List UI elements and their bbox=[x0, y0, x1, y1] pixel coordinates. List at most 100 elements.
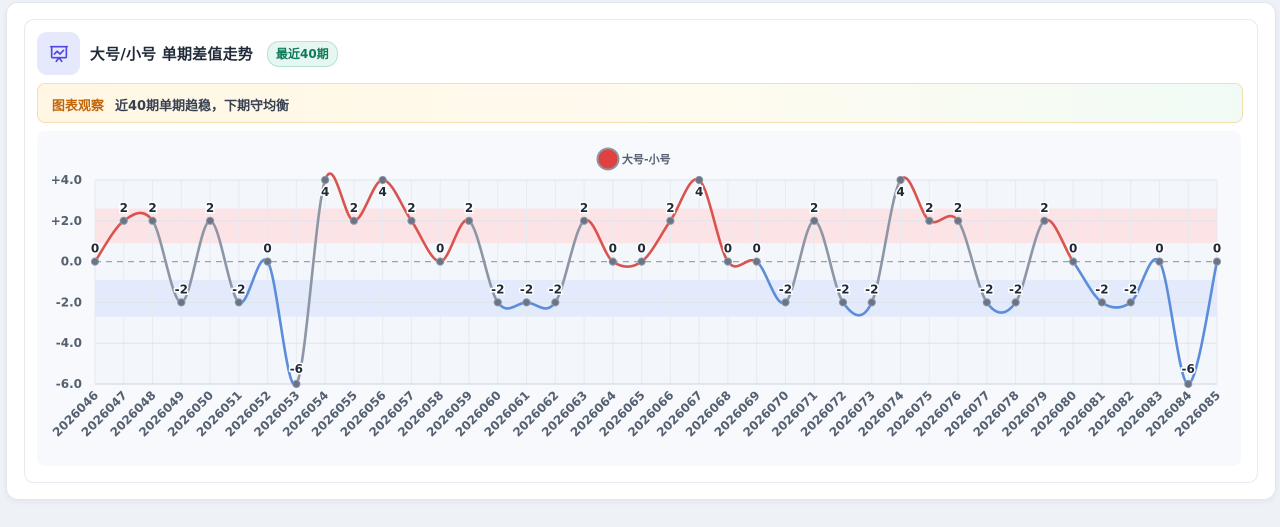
data-point bbox=[436, 257, 445, 266]
data-point bbox=[723, 257, 733, 266]
data-label: 4 bbox=[695, 185, 703, 199]
data-point bbox=[177, 298, 186, 307]
data-point bbox=[953, 216, 963, 225]
data-point bbox=[925, 216, 934, 225]
chart-area: +4.0 +2.0 0.0 -2.0 -4.0 -6.0 大号-小号 0 2 2 -2 2 -2 0 -6 4… bbox=[37, 131, 1241, 466]
data-label: 2 bbox=[350, 201, 358, 215]
series-line-segment bbox=[180, 219, 212, 304]
data-label: 2 bbox=[954, 201, 962, 215]
legend-marker bbox=[596, 147, 620, 171]
insight-banner: 图表观察 近40期单期趋稳，下期守均衡 bbox=[37, 83, 1243, 123]
data-point bbox=[810, 216, 819, 225]
period-badge: 最近40期 bbox=[267, 41, 338, 67]
data-point bbox=[349, 216, 359, 225]
data-label: 0 bbox=[1155, 242, 1163, 256]
data-label: 0 bbox=[753, 242, 761, 256]
data-label: 2 bbox=[120, 201, 128, 215]
data-label: -2 bbox=[980, 282, 993, 296]
presentation-chart-icon bbox=[37, 32, 80, 75]
data-label: -2 bbox=[520, 282, 533, 296]
data-label: 0 bbox=[724, 242, 732, 256]
data-point bbox=[666, 216, 675, 225]
y-tick-label: 0.0 bbox=[61, 255, 82, 269]
data-label: -2 bbox=[1009, 282, 1022, 296]
series-line-segment bbox=[697, 178, 730, 263]
data-label: 0 bbox=[637, 242, 645, 256]
series-line-segment bbox=[870, 178, 902, 304]
data-point bbox=[407, 216, 416, 225]
data-label: -6 bbox=[290, 362, 303, 376]
data-point bbox=[896, 175, 905, 185]
y-tick-label: -4.0 bbox=[56, 336, 82, 350]
y-tick-label: +2.0 bbox=[51, 214, 82, 228]
insight-text: 近40期单期趋稳，下期守均衡 bbox=[115, 99, 290, 114]
data-label: 0 bbox=[91, 242, 99, 256]
series-line-segment bbox=[956, 219, 989, 304]
data-point bbox=[378, 175, 387, 185]
page-title: 大号/小号 单期差值走势 bbox=[90, 45, 254, 63]
data-label: 4 bbox=[896, 185, 904, 199]
data-point bbox=[752, 257, 761, 266]
data-label: 2 bbox=[465, 201, 473, 215]
data-point bbox=[867, 298, 876, 307]
data-point bbox=[1011, 298, 1020, 307]
data-point bbox=[205, 216, 215, 225]
data-label: -2 bbox=[232, 282, 245, 296]
data-point bbox=[1126, 298, 1135, 307]
data-point bbox=[695, 175, 704, 185]
data-point bbox=[1184, 379, 1193, 389]
data-label: 2 bbox=[925, 201, 933, 215]
y-tick-label: +4.0 bbox=[51, 173, 82, 187]
data-point bbox=[579, 216, 589, 225]
data-point bbox=[1155, 257, 1164, 266]
band-0 bbox=[95, 208, 1217, 244]
data-label: 0 bbox=[609, 242, 617, 256]
data-point bbox=[522, 298, 531, 307]
data-point bbox=[148, 216, 157, 225]
y-tick-label: -6.0 bbox=[56, 377, 82, 391]
series-line-segment bbox=[1158, 260, 1190, 386]
data-label: -6 bbox=[1182, 362, 1195, 376]
series-line-segment bbox=[554, 219, 586, 304]
data-point bbox=[637, 257, 646, 266]
data-label: -2 bbox=[1095, 282, 1108, 296]
data-label: 0 bbox=[1213, 242, 1221, 256]
data-point bbox=[90, 257, 100, 266]
series-line-segment bbox=[1014, 219, 1046, 304]
data-label: -2 bbox=[175, 282, 188, 296]
series-line-segment bbox=[295, 178, 327, 386]
data-point bbox=[234, 298, 243, 307]
data-point bbox=[493, 298, 502, 307]
data-label: 2 bbox=[407, 201, 415, 215]
data-label: -2 bbox=[491, 282, 504, 296]
data-point bbox=[1097, 298, 1107, 307]
data-label: -2 bbox=[865, 282, 878, 296]
data-label: 4 bbox=[379, 185, 387, 199]
data-point bbox=[263, 257, 272, 266]
data-point bbox=[1069, 257, 1078, 266]
series-line-segment bbox=[1186, 260, 1219, 386]
data-point bbox=[838, 298, 848, 307]
trend-chart: +4.0 +2.0 0.0 -2.0 -4.0 -6.0 大号-小号 0 2 2 -2 2 -2 0 -6 4… bbox=[50, 147, 1223, 439]
data-point bbox=[1212, 257, 1222, 266]
data-point bbox=[464, 216, 474, 225]
data-label: 2 bbox=[148, 201, 156, 215]
data-label: 2 bbox=[810, 201, 818, 215]
data-point bbox=[608, 257, 617, 266]
data-label: 2 bbox=[1040, 201, 1048, 215]
data-point bbox=[292, 379, 301, 389]
data-label: 2 bbox=[206, 201, 214, 215]
y-tick-label: -2.0 bbox=[56, 295, 82, 309]
legend-label: 大号-小号 bbox=[622, 152, 671, 166]
data-point bbox=[982, 298, 991, 307]
data-point bbox=[551, 298, 560, 307]
insight-tag: 图表观察 bbox=[52, 99, 105, 114]
data-label: 4 bbox=[321, 185, 329, 199]
data-label: -2 bbox=[1124, 282, 1137, 296]
data-label: 0 bbox=[1069, 242, 1077, 256]
data-label: 2 bbox=[580, 201, 588, 215]
series-line-segment bbox=[467, 219, 500, 304]
data-label: -2 bbox=[779, 282, 792, 296]
data-point bbox=[781, 298, 790, 307]
data-label: -2 bbox=[836, 282, 849, 296]
